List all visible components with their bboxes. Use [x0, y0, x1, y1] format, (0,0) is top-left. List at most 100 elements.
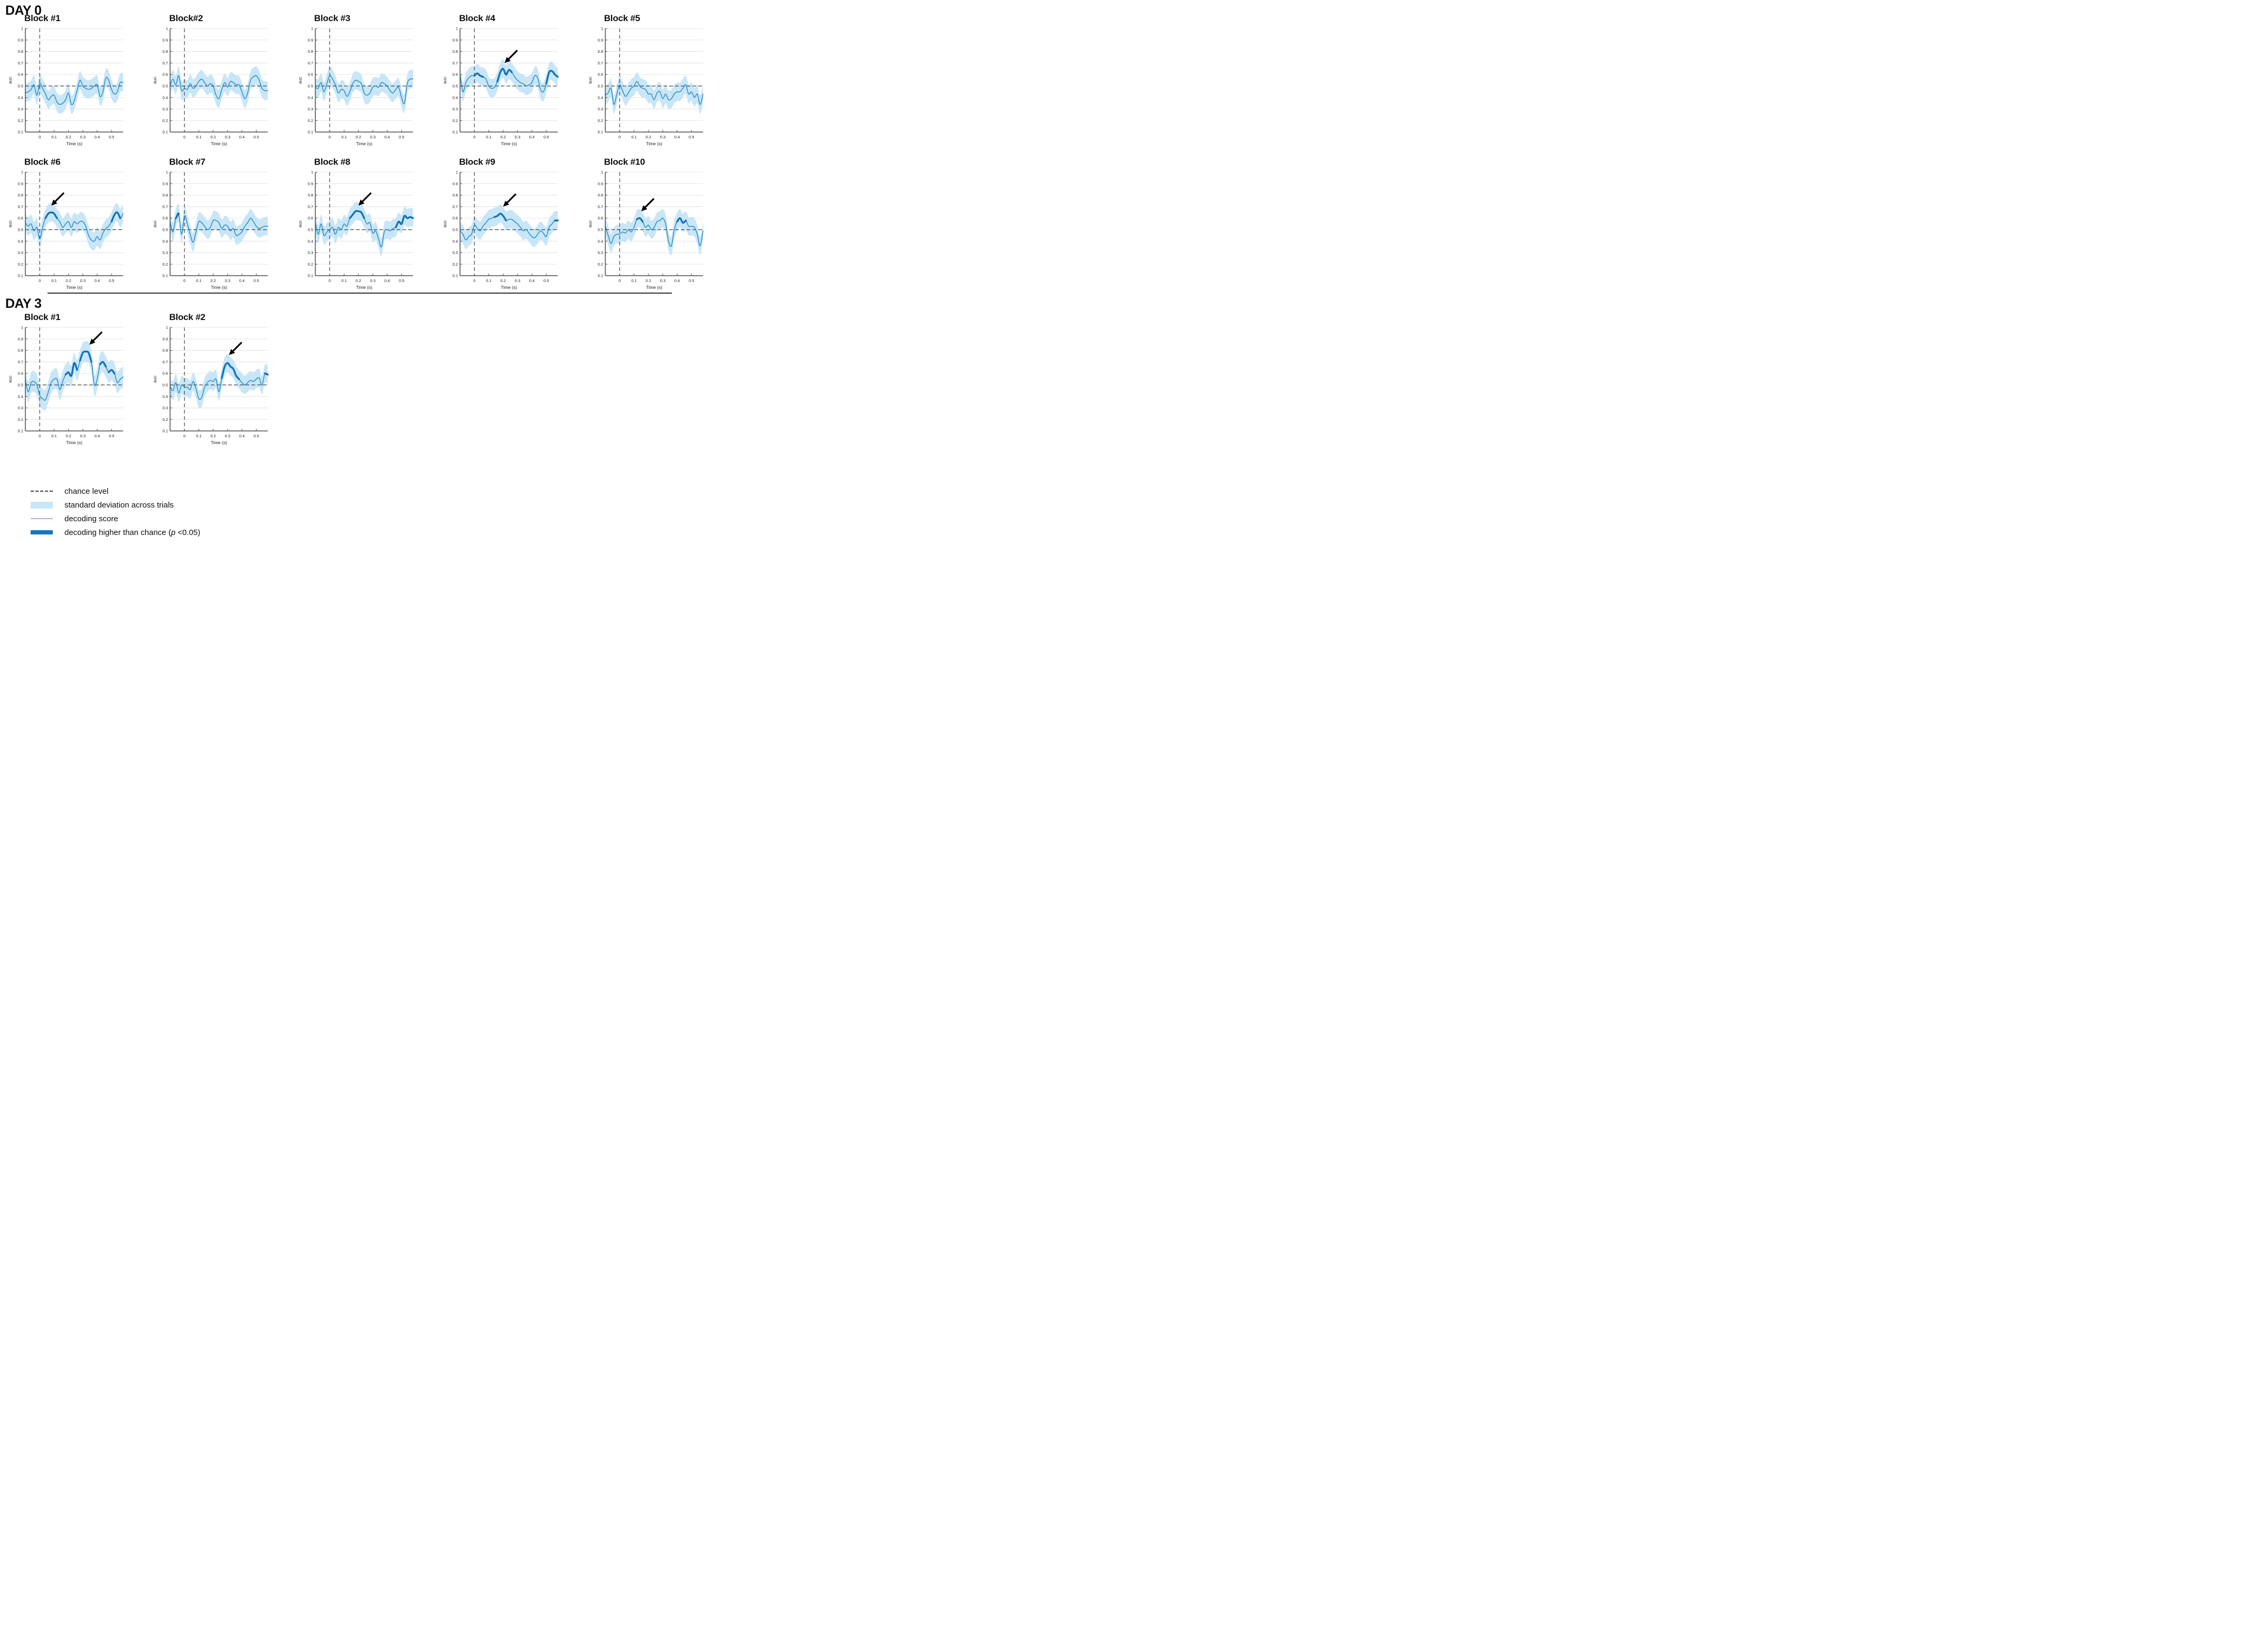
legend-item-significant: decoding higher than chance (p <0.05) [31, 525, 200, 539]
y-axis-label: auc [587, 76, 593, 83]
significant-segment [44, 211, 58, 219]
chart-title-day0-block7: Block #7 [169, 157, 205, 167]
x-tick-label: 0.3 [515, 135, 520, 139]
y-tick-label: 0.5 [453, 84, 458, 89]
y-tick-label: 1 [311, 26, 313, 31]
y-tick-label: 0.2 [18, 118, 23, 123]
x-tick-label: 0 [473, 135, 475, 139]
y-axis-label: auc [297, 220, 303, 227]
x-axis-label: Time (s) [646, 141, 662, 146]
y-tick-label: 0.4 [597, 95, 603, 100]
decoding-score-line [170, 362, 269, 400]
x-axis-label: Time (s) [356, 285, 372, 290]
y-tick-label: 0.1 [307, 274, 313, 278]
y-tick-label: 0.1 [163, 130, 168, 135]
x-tick-label: 0.3 [370, 278, 375, 283]
x-tick-label: 0.3 [515, 278, 520, 283]
chart-canvas-day0-block2: 1 0.9 0.8 0.7 0.6 0.5 0.4 0.3 0.2 0.1 0 0.1 0.2 0.3 0.… [152, 26, 269, 146]
y-tick-label: 0.7 [307, 61, 313, 65]
y-tick-label: 0.3 [163, 107, 168, 111]
x-tick-label: 0.3 [225, 434, 230, 438]
y-tick-label: 0.4 [18, 95, 23, 100]
y-tick-label: 0.3 [18, 250, 23, 255]
x-tick-label: 0.1 [51, 135, 57, 139]
x-tick-label: 0.4 [95, 434, 100, 438]
y-tick-label: 0.5 [597, 228, 603, 232]
std-band [460, 59, 558, 101]
chart-day3-block2: Block #2 1 0.9 0.8 0.7 0.6 0.5 0.4 0.3 0.2 0.1 0 0.1… [151, 312, 296, 457]
y-tick-label: 0.2 [597, 262, 603, 267]
chance-level-swatch-box [31, 491, 53, 492]
y-tick-label: 0.8 [307, 49, 313, 54]
y-tick-label: 0.9 [307, 37, 313, 42]
x-tick-label: 0.5 [254, 434, 259, 438]
y-tick-label: 0.4 [453, 95, 458, 100]
significant-segment [473, 72, 484, 78]
y-tick-label: 0.8 [597, 49, 603, 54]
y-tick-label: 0.1 [453, 274, 458, 278]
significant-segment [264, 372, 269, 375]
x-tick-label: 0.4 [239, 434, 245, 438]
x-tick-label: 0.4 [95, 135, 100, 139]
x-tick-label: 0.1 [631, 278, 636, 283]
y-axis-label: auc [442, 220, 447, 227]
y-tick-label: 0.7 [18, 61, 23, 65]
y-tick-label: 0.8 [453, 49, 458, 54]
x-tick-label: 0.2 [65, 135, 71, 139]
y-tick-label: 1 [166, 26, 168, 31]
chart-day0-block4: Block #4 1 0.9 0.8 0.7 0.6 0.5 0.4 0.3 0.2 0.1 0 0.1… [441, 13, 586, 158]
y-tick-label: 0.4 [163, 239, 168, 243]
chart-title-day0-block2: Block#2 [169, 13, 203, 23]
x-tick-label: 0.5 [109, 434, 114, 438]
y-tick-label: 1 [21, 26, 23, 31]
x-tick-label: 0.4 [239, 135, 245, 139]
x-axis-label: Time (s) [501, 141, 517, 146]
legend-label-significant: decoding higher than chance (p <0.05) [64, 528, 201, 537]
x-axis-label: Time (s) [211, 285, 227, 290]
y-tick-label: 0.5 [307, 228, 313, 232]
significant-segment [64, 362, 78, 377]
x-tick-label: 0.3 [80, 135, 86, 139]
day0-heading: DAY 0 [5, 3, 42, 18]
significant-segment [221, 362, 240, 380]
y-tick-label: 1 [311, 170, 313, 175]
chart-day0-block9: Block #9 1 0.9 0.8 0.7 0.6 0.5 0.4 0.3 0.2 0.1 0 0.1… [441, 156, 586, 302]
y-tick-label: 0.1 [597, 274, 603, 278]
chart-day3-block1: Block #1 1 0.9 0.8 0.7 0.6 0.5 0.4 0.3 0.2 0.1 0 0.1… [6, 312, 151, 457]
x-tick-label: 0.5 [399, 135, 404, 139]
x-tick-label: 0.2 [645, 278, 651, 283]
y-tick-label: 0.6 [597, 72, 603, 77]
thick-line-icon [31, 530, 53, 534]
x-tick-label: 0.1 [196, 278, 202, 283]
y-tick-label: 0.5 [307, 84, 313, 89]
chart-canvas-day0-block3: 1 0.9 0.8 0.7 0.6 0.5 0.4 0.3 0.2 0.1 0 0.1 0.2 0.3 0.… [297, 26, 414, 146]
x-tick-label: 0 [618, 135, 621, 139]
x-tick-label: 0.1 [486, 135, 491, 139]
y-tick-label: 0.1 [18, 274, 23, 278]
annotation-arrow-head-icon [503, 200, 510, 207]
chart-canvas-day0-block7: 1 0.9 0.8 0.7 0.6 0.5 0.4 0.3 0.2 0.1 0 0.1 0.2 0.3 0.… [152, 170, 269, 290]
y-tick-label: 1 [166, 325, 168, 330]
y-tick-label: 0.5 [597, 84, 603, 89]
y-tick-label: 0.6 [307, 216, 313, 221]
y-tick-label: 0.9 [18, 181, 23, 186]
y-tick-label: 0.4 [18, 239, 23, 243]
x-tick-label: 0.1 [51, 278, 57, 283]
x-tick-label: 0 [329, 278, 331, 283]
significant-segment [79, 350, 92, 363]
y-tick-label: 0.6 [163, 72, 168, 77]
x-tick-label: 0.3 [225, 135, 230, 139]
y-tick-label: 1 [21, 170, 23, 175]
x-tick-label: 0.4 [239, 278, 245, 283]
y-axis-label: auc [152, 375, 157, 382]
decoding-score-line [460, 213, 558, 241]
y-tick-label: 0.4 [453, 239, 458, 243]
annotation-arrow-head-icon [504, 57, 511, 63]
y-tick-label: 0.6 [597, 216, 603, 221]
y-tick-label: 0.8 [18, 348, 23, 353]
chart-title-day0-block3: Block #3 [314, 13, 351, 23]
std-band [315, 66, 413, 114]
x-tick-label: 0.2 [355, 135, 361, 139]
y-tick-label: 0.8 [307, 193, 313, 198]
significant-segment [110, 211, 121, 223]
